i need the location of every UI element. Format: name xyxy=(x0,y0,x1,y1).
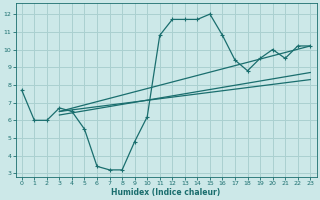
X-axis label: Humidex (Indice chaleur): Humidex (Indice chaleur) xyxy=(111,188,221,197)
